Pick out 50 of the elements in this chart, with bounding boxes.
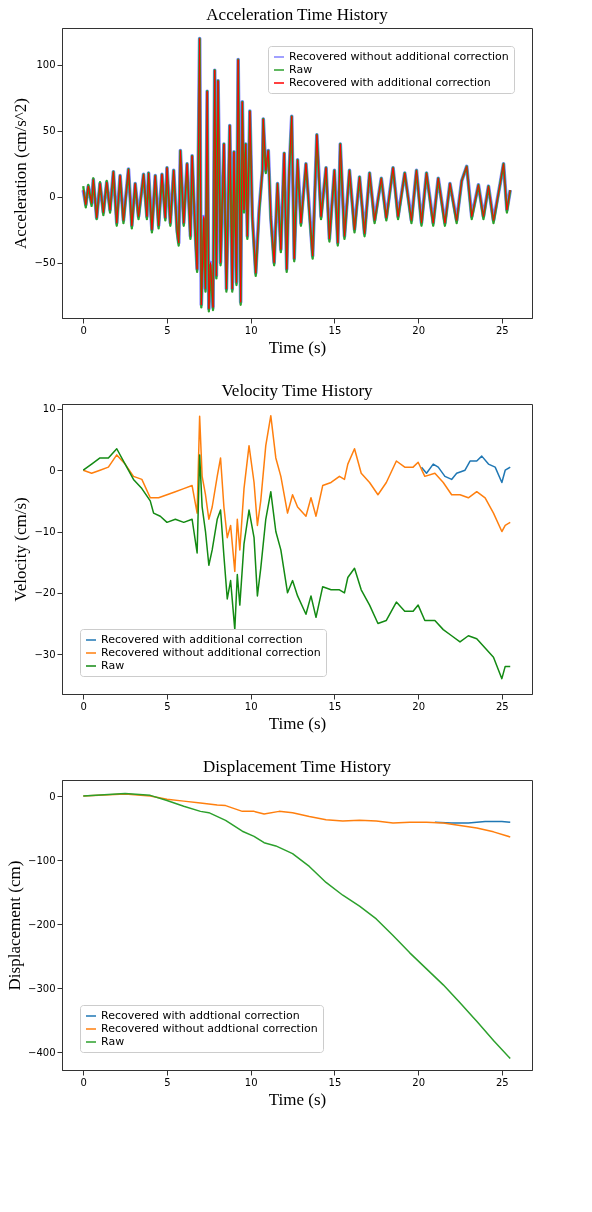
x-tick-label: 25 xyxy=(495,1076,509,1088)
chart-title: Acceleration Time History xyxy=(206,5,389,24)
chart-title: Displacement Time History xyxy=(203,757,392,776)
x-tick-label: 0 xyxy=(80,324,87,336)
legend-label: Recovered with addtional correction xyxy=(101,1009,300,1022)
y-tick-label: −100 xyxy=(28,854,56,866)
x-tick-label: 15 xyxy=(328,1076,342,1088)
x-tick-label: 10 xyxy=(244,1076,258,1088)
legend-label: Raw xyxy=(289,63,313,76)
y-axis-title: Velocity (cm/s) xyxy=(11,497,31,602)
x-tick-label: 20 xyxy=(412,324,426,336)
chart-title: Velocity Time History xyxy=(221,380,374,400)
y-tick-label: −50 xyxy=(34,257,56,269)
legend-label: Recovered with additional correction xyxy=(289,76,491,89)
x-tick-label: 10 xyxy=(244,700,258,712)
y-tick-label: 100 xyxy=(36,59,56,71)
x-tick-label: 5 xyxy=(164,700,171,712)
y-tick-label: 0 xyxy=(49,790,56,802)
x-tick-label: 10 xyxy=(244,324,258,336)
x-axis-title: Time (s) xyxy=(268,713,327,733)
legend-label: Raw xyxy=(101,659,125,672)
x-axis-title: Time (s) xyxy=(268,337,327,357)
x-axis-title: Time (s) xyxy=(268,1089,327,1109)
y-tick-label: −200 xyxy=(28,918,56,930)
y-tick-label: −30 xyxy=(34,648,56,660)
x-tick-label: 20 xyxy=(412,700,426,712)
x-tick-label: 15 xyxy=(328,700,342,712)
y-axis-title: Displacement (cm) xyxy=(5,860,25,991)
x-tick-label: 5 xyxy=(164,1076,171,1088)
y-tick-label: 0 xyxy=(49,191,56,203)
y-tick-label: −300 xyxy=(28,982,56,994)
legend-label: Recovered without addtional correction xyxy=(101,1022,318,1035)
y-tick-label: −20 xyxy=(34,587,56,599)
y-tick-label: −400 xyxy=(28,1046,56,1058)
y-tick-label: 10 xyxy=(42,403,56,415)
legend-label: Recovered without additional correction xyxy=(289,50,509,63)
x-tick-label: 20 xyxy=(412,1076,426,1088)
y-axis-title: Acceleration (cm/s^2) xyxy=(11,98,31,249)
x-tick-label: 15 xyxy=(328,324,342,336)
x-tick-label: 25 xyxy=(495,324,509,336)
x-tick-label: 0 xyxy=(80,1076,87,1088)
x-tick-label: 25 xyxy=(495,700,509,712)
y-tick-label: 50 xyxy=(42,125,56,137)
x-tick-label: 5 xyxy=(164,324,171,336)
x-tick-label: 0 xyxy=(80,700,87,712)
y-tick-label: 0 xyxy=(49,464,56,476)
y-tick-label: −10 xyxy=(34,526,56,538)
legend-label: Recovered without additional correction xyxy=(101,646,321,659)
legend-label: Raw xyxy=(101,1035,125,1048)
legend-label: Recovered with additional correction xyxy=(101,633,303,646)
